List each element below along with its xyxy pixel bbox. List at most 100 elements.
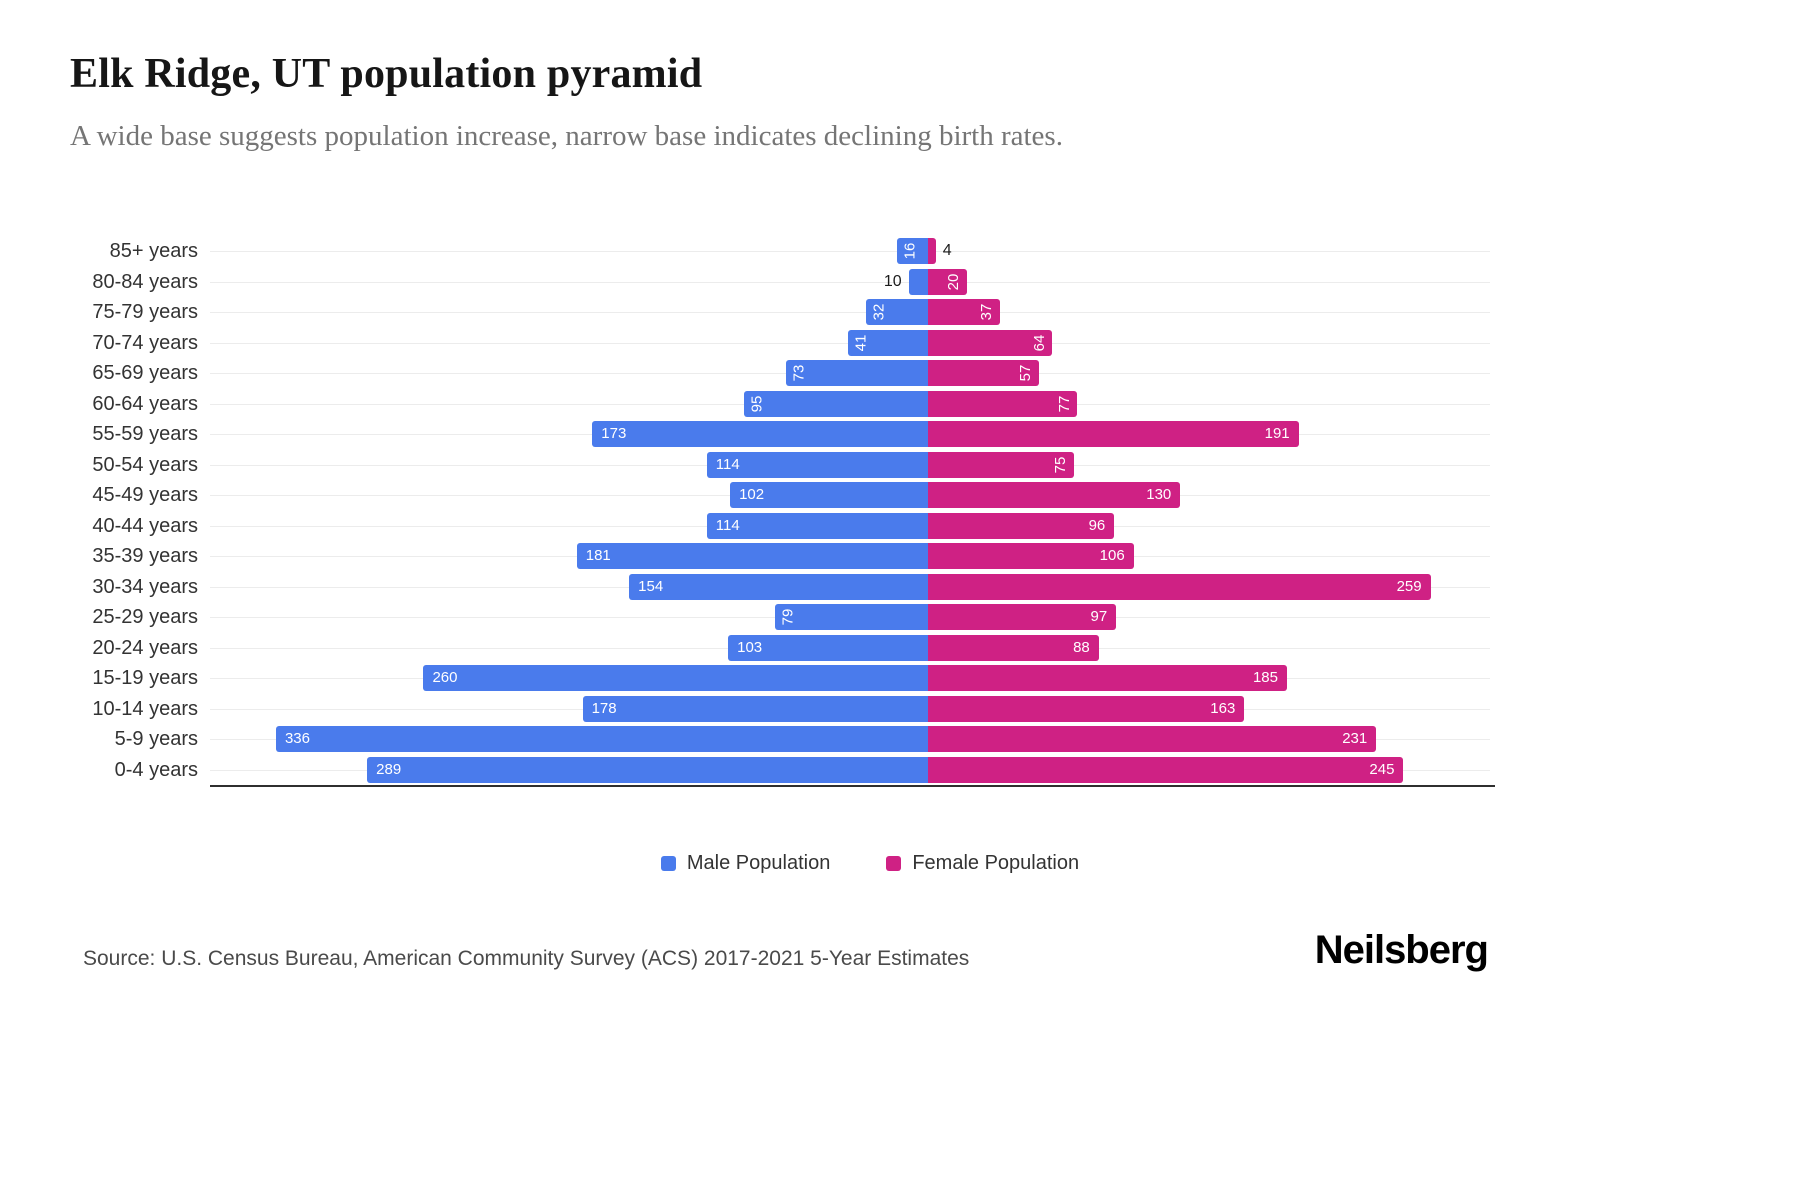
row-plot: 79 97 bbox=[210, 602, 1490, 633]
male-bar-value: 178 bbox=[591, 699, 617, 717]
pyramid-row: 60-64 years 95 77 bbox=[70, 389, 1495, 420]
legend: Male Population Female Population bbox=[0, 852, 1740, 875]
female-bar-value: 88 bbox=[1073, 638, 1090, 656]
male-bar-value: 16 bbox=[901, 242, 919, 260]
female-bar-value: 4 bbox=[942, 242, 952, 259]
female-bar[interactable]: 88 bbox=[928, 634, 1099, 661]
female-bar[interactable]: 245 bbox=[928, 756, 1404, 783]
female-bar[interactable]: 106 bbox=[928, 543, 1134, 570]
male-bar-value: 173 bbox=[601, 425, 627, 443]
male-bar[interactable]: 114 bbox=[706, 451, 928, 478]
male-bar[interactable]: 73 bbox=[786, 360, 928, 387]
male-bar[interactable]: 336 bbox=[275, 726, 928, 753]
y-axis-label: 55-59 years bbox=[92, 423, 198, 445]
female-bar-value: 163 bbox=[1210, 699, 1236, 717]
female-bar[interactable]: 96 bbox=[928, 512, 1115, 539]
male-bar[interactable]: 181 bbox=[576, 543, 928, 570]
row-plot: 336 231 bbox=[210, 724, 1490, 755]
y-axis-label: 5-9 years bbox=[114, 728, 198, 750]
chart-subtitle: A wide base suggests population increase… bbox=[70, 120, 1063, 152]
y-axis-label: 80-84 years bbox=[92, 270, 198, 293]
female-bar-value: 259 bbox=[1396, 577, 1422, 595]
row-plot: 178 163 bbox=[210, 694, 1490, 725]
female-bar-value: 231 bbox=[1342, 730, 1368, 748]
legend-item[interactable]: Male Population bbox=[660, 852, 830, 875]
male-bar-value: 41 bbox=[852, 334, 870, 352]
source-text: Source: U.S. Census Bureau, American Com… bbox=[83, 947, 970, 970]
female-bar[interactable]: 64 bbox=[928, 329, 1053, 356]
legend-swatch bbox=[660, 856, 676, 871]
male-bar[interactable]: 79 bbox=[774, 604, 928, 631]
y-axis-label: 75-79 years bbox=[92, 301, 198, 323]
male-bar[interactable]: 178 bbox=[582, 695, 928, 722]
female-bar-value: 57 bbox=[1017, 364, 1035, 382]
male-bar-value: 102 bbox=[739, 486, 765, 504]
row-plot: 102 130 bbox=[210, 480, 1490, 511]
female-bar-value: 130 bbox=[1146, 486, 1172, 504]
pyramid-row: 15-19 years 260 185 bbox=[70, 663, 1495, 694]
male-bar[interactable]: 95 bbox=[743, 390, 928, 417]
female-bar[interactable]: 37 bbox=[928, 299, 1000, 326]
female-bar-value: 185 bbox=[1252, 669, 1278, 687]
female-bar[interactable]: 163 bbox=[928, 695, 1245, 722]
row-plot: 32 37 bbox=[210, 297, 1490, 328]
y-axis-label: 70-74 years bbox=[92, 331, 198, 354]
legend-item[interactable]: Female Population bbox=[886, 852, 1079, 875]
male-bar[interactable]: 41 bbox=[848, 329, 928, 356]
male-bar[interactable]: 32 bbox=[865, 299, 928, 326]
female-bar[interactable]: 57 bbox=[928, 360, 1039, 387]
male-bar[interactable]: 260 bbox=[423, 665, 928, 692]
pyramid-row: 40-44 years 114 96 bbox=[70, 511, 1495, 542]
female-bar[interactable]: 231 bbox=[928, 726, 1377, 753]
female-bar-value: 106 bbox=[1099, 547, 1125, 565]
male-bar-value: 181 bbox=[585, 547, 611, 565]
pyramid-row: 55-59 years 173 191 bbox=[70, 419, 1495, 450]
y-axis-label: 10-14 years bbox=[92, 697, 198, 720]
female-bar[interactable]: 191 bbox=[928, 421, 1299, 448]
row-plot: 154 259 bbox=[210, 572, 1490, 603]
female-bar[interactable]: 75 bbox=[928, 451, 1074, 478]
male-bar-value: 103 bbox=[737, 638, 763, 656]
female-bar-value: 75 bbox=[1052, 456, 1070, 474]
female-bar[interactable]: 97 bbox=[928, 604, 1117, 631]
y-axis-label: 15-19 years bbox=[92, 667, 198, 689]
pyramid-row: 25-29 years 79 97 bbox=[70, 602, 1495, 633]
female-bar[interactable]: 77 bbox=[928, 390, 1078, 417]
male-bar[interactable]: 102 bbox=[730, 482, 928, 509]
pyramid-rows: 85+ years 4 16 80-84 years 10 20 75-79 years 32… bbox=[70, 236, 1495, 785]
row-plot: 103 88 bbox=[210, 633, 1490, 664]
pyramid-row: 45-49 years 102 130 bbox=[70, 480, 1495, 511]
x-axis-line bbox=[210, 785, 1495, 787]
male-bar[interactable] bbox=[908, 268, 928, 295]
female-bar[interactable]: 185 bbox=[928, 665, 1287, 692]
male-bar[interactable]: 103 bbox=[728, 634, 928, 661]
pyramid-row: 20-24 years 103 88 bbox=[70, 633, 1495, 664]
male-bar[interactable]: 173 bbox=[592, 421, 928, 448]
male-bar[interactable]: 154 bbox=[629, 573, 928, 600]
female-bar[interactable]: 130 bbox=[928, 482, 1181, 509]
male-bar-value: 114 bbox=[715, 455, 740, 473]
female-bar-value: 96 bbox=[1088, 516, 1106, 534]
legend-label: Female Population bbox=[912, 852, 1080, 874]
pyramid-row: 85+ years 4 16 bbox=[70, 236, 1495, 267]
male-bar-value: 79 bbox=[779, 608, 797, 626]
male-bar[interactable]: 114 bbox=[706, 512, 928, 539]
y-axis-label: 50-54 years bbox=[92, 453, 198, 476]
female-bar[interactable] bbox=[928, 238, 936, 265]
female-bar-value: 64 bbox=[1030, 334, 1048, 352]
female-bar[interactable]: 20 bbox=[928, 268, 967, 295]
row-plot: 95 77 bbox=[210, 389, 1490, 420]
female-bar-value: 191 bbox=[1264, 425, 1290, 443]
y-axis-label: 65-69 years bbox=[92, 362, 198, 384]
pyramid-row: 35-39 years 181 106 bbox=[70, 541, 1495, 572]
pyramid-row: 5-9 years 336 231 bbox=[70, 724, 1495, 755]
male-bar[interactable]: 16 bbox=[896, 238, 928, 265]
male-bar[interactable]: 289 bbox=[367, 756, 928, 783]
y-axis-label: 85+ years bbox=[109, 240, 198, 262]
pyramid-row: 80-84 years 10 20 bbox=[70, 267, 1495, 298]
pyramid-row: 50-54 years 114 75 bbox=[70, 450, 1495, 481]
row-plot: 10 20 bbox=[210, 267, 1490, 298]
male-bar-value: 114 bbox=[715, 516, 740, 534]
male-bar-value: 32 bbox=[870, 303, 888, 321]
female-bar[interactable]: 259 bbox=[928, 573, 1431, 600]
